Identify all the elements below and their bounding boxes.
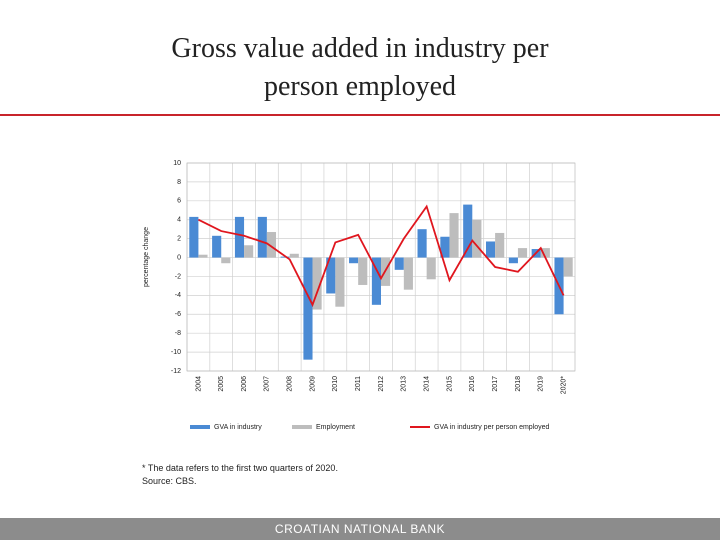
x-tick-label: 2010 xyxy=(332,376,339,392)
x-tick-label: 2011 xyxy=(355,376,362,391)
footnote: * The data refers to the first two quart… xyxy=(142,463,338,473)
x-tick-label: 2005 xyxy=(218,376,225,392)
bar xyxy=(426,257,436,280)
y-tick-label: -6 xyxy=(175,311,181,318)
bar xyxy=(358,257,368,285)
y-tick-label: -12 xyxy=(171,368,181,375)
y-tick-label: -8 xyxy=(175,330,181,337)
bar xyxy=(349,257,359,264)
legend-label: GVA in industry xyxy=(214,424,262,431)
y-tick-label: -4 xyxy=(175,292,181,299)
plot-border xyxy=(186,162,576,372)
notes: * The data refers to the first two quart… xyxy=(142,462,338,488)
bar xyxy=(540,248,550,258)
x-tick-label: 2014 xyxy=(423,376,430,392)
y-tick-label: 4 xyxy=(177,217,181,224)
x-tick-label: 2007 xyxy=(264,376,271,392)
line xyxy=(198,204,565,308)
bar xyxy=(440,236,450,258)
y-tick-label: 8 xyxy=(177,179,181,186)
y-tick-label: 0 xyxy=(177,254,181,261)
bar xyxy=(508,257,518,264)
bar xyxy=(463,204,473,258)
x-tick-label: 2008 xyxy=(287,376,294,392)
bar xyxy=(189,216,199,258)
x-tick-label: 2004 xyxy=(195,376,202,392)
bar xyxy=(472,219,482,258)
x-tick-label: 2009 xyxy=(309,376,316,392)
x-tick-label: 2013 xyxy=(401,376,408,392)
bar xyxy=(371,257,381,305)
x-tick-label: 2017 xyxy=(492,376,499,392)
bar xyxy=(485,241,496,258)
x-tick-label: 2015 xyxy=(446,376,453,392)
slide-title: Gross value added in industry per person… xyxy=(171,33,549,102)
bar xyxy=(212,235,222,258)
y-tick-label: 6 xyxy=(177,198,181,205)
legend-label: GVA in industry per person employed xyxy=(434,424,550,431)
bar xyxy=(303,257,313,360)
x-tick-label: 2020* xyxy=(560,376,567,395)
bar xyxy=(289,253,299,258)
bar xyxy=(563,257,573,277)
legend-swatch xyxy=(292,425,312,429)
x-tick-label: 2016 xyxy=(469,376,476,392)
bar xyxy=(495,232,505,258)
y-tick-label: -2 xyxy=(175,273,181,280)
bar xyxy=(244,245,254,258)
bar xyxy=(417,229,427,258)
bar xyxy=(449,213,459,258)
y-tick-label: -10 xyxy=(171,349,181,356)
y-tick-label: 2 xyxy=(177,235,181,242)
bar xyxy=(198,254,208,258)
legend-label: Employment xyxy=(316,424,355,431)
x-tick-label: 2006 xyxy=(241,376,248,392)
x-tick-label: 2012 xyxy=(378,376,385,392)
bar xyxy=(266,232,277,258)
bar xyxy=(234,216,245,258)
bar xyxy=(517,248,528,258)
bar xyxy=(394,257,404,270)
x-tick-label: 2019 xyxy=(538,376,545,392)
legend-swatch xyxy=(190,425,210,429)
title-rule xyxy=(0,114,720,116)
bar xyxy=(257,216,267,258)
bar xyxy=(335,257,345,307)
bar xyxy=(403,257,413,290)
y-axis-label: percentage change xyxy=(143,227,150,287)
footer: CROATIAN NATIONAL BANK xyxy=(0,518,720,540)
y-tick-label: 10 xyxy=(173,160,181,167)
bar xyxy=(326,257,336,294)
source: Source: CBS. xyxy=(142,476,197,486)
bar xyxy=(312,257,322,310)
chart: percentage change -12 -10 -8 -6 -4 -2 0 2 4 6 8 10 2… xyxy=(143,160,576,431)
x-tick-label: 2018 xyxy=(515,376,522,392)
bar xyxy=(221,257,231,264)
